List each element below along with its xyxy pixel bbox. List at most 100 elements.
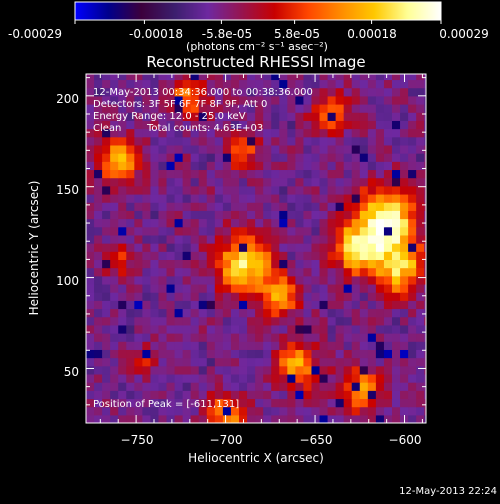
heatmap-cell — [416, 308, 425, 318]
heatmap-cell — [110, 177, 119, 187]
heatmap-cell — [295, 95, 305, 105]
heatmap-cell — [375, 398, 385, 408]
heatmap-cell — [367, 324, 377, 334]
heatmap-cell — [424, 349, 426, 359]
heatmap-cell — [230, 177, 240, 187]
heatmap-cell — [375, 177, 385, 187]
heatmap-cell — [383, 316, 393, 326]
heatmap-cell — [279, 333, 288, 342]
heatmap-cell — [416, 95, 425, 105]
plot-frame — [85, 73, 427, 424]
heatmap-cell — [255, 193, 264, 203]
heatmap-cell — [295, 406, 305, 416]
heatmap-cell — [287, 79, 296, 89]
heatmap-cell — [158, 341, 168, 350]
heatmap-cell — [198, 112, 208, 121]
heatmap-cell — [190, 74, 200, 81]
heatmap-cell — [295, 128, 305, 138]
heatmap-cell — [343, 251, 353, 261]
heatmap-cell — [174, 128, 184, 138]
heatmap-cell — [214, 398, 224, 408]
x-tick-label-3: −600 — [389, 433, 422, 447]
heatmap-cell — [367, 226, 377, 236]
heatmap-cell — [126, 398, 135, 408]
heatmap-cell — [303, 128, 313, 138]
heatmap-cell — [400, 406, 409, 416]
heatmap-cell — [174, 136, 184, 146]
heatmap-cell — [198, 79, 208, 89]
heatmap-cell — [263, 365, 272, 375]
heatmap-cell — [424, 120, 426, 130]
heatmap-cell — [230, 406, 240, 416]
heatmap-cell — [239, 226, 248, 236]
heatmap-cell — [375, 300, 385, 310]
heatmap-cell — [150, 136, 160, 146]
heatmap-cell — [94, 382, 103, 391]
heatmap-cell — [311, 365, 321, 375]
heatmap-cell — [367, 308, 377, 318]
heatmap-cell — [126, 349, 135, 359]
heatmap-cell — [214, 202, 224, 211]
heatmap-cell — [126, 210, 135, 220]
heatmap-cell — [416, 218, 425, 228]
heatmap-cell — [198, 267, 208, 277]
heatmap-cell — [142, 234, 152, 244]
heatmap-cell — [102, 136, 111, 146]
y-axis: 50 100 150 200 Heliocentric Y (arcsec) — [27, 92, 79, 379]
heatmap-cell — [214, 177, 224, 187]
heatmap-cell — [166, 177, 176, 187]
heatmap-cell — [110, 357, 119, 367]
heatmap-cell — [214, 87, 224, 97]
heatmap-cell — [198, 218, 208, 228]
heatmap-cell — [110, 267, 119, 277]
colorbar-unit-label: (photons cm⁻² s⁻¹ asec⁻²) — [186, 40, 328, 53]
heatmap-cell — [311, 120, 321, 130]
heatmap-cell — [174, 112, 184, 121]
heatmap-cell — [150, 218, 160, 228]
heatmap-cell — [295, 234, 305, 244]
heatmap-cell — [255, 292, 264, 301]
heatmap-cell — [359, 382, 369, 391]
heatmap-cell — [214, 308, 224, 318]
heatmap-cell — [383, 128, 393, 138]
heatmap-cell — [222, 144, 232, 154]
heatmap-cell — [271, 373, 280, 383]
heatmap-cell — [142, 390, 152, 400]
heatmap-cell — [110, 341, 119, 350]
heatmap-cell — [351, 169, 361, 179]
heatmap-cell — [408, 202, 417, 211]
heatmap-cell — [383, 333, 393, 342]
heatmap-cell — [392, 267, 401, 277]
heatmap-cell — [247, 161, 256, 171]
heatmap-cell — [392, 382, 401, 391]
heatmap-cell — [311, 185, 321, 195]
heatmap-cell — [351, 398, 361, 408]
heatmap-cell — [118, 185, 127, 195]
heatmap-cell — [158, 365, 168, 375]
heatmap-cell — [214, 390, 224, 400]
heatmap-cell — [94, 406, 103, 416]
heatmap-cell — [359, 243, 369, 252]
heatmap-cell — [255, 349, 264, 359]
heatmap-cell — [279, 349, 288, 359]
heatmap-cell — [343, 275, 353, 285]
heatmap-cell — [359, 79, 369, 89]
heatmap-cell — [351, 128, 361, 138]
heatmap-cell — [126, 283, 135, 293]
heatmap-cell — [327, 218, 337, 228]
heatmap-cell — [214, 267, 224, 277]
heatmap-cell — [102, 79, 111, 89]
heatmap-cell — [126, 177, 135, 187]
heatmap-cell — [271, 234, 280, 244]
heatmap-cell — [206, 365, 216, 375]
heatmap-cell — [158, 390, 168, 400]
heatmap-cell — [110, 112, 119, 121]
heatmap-cell — [110, 349, 119, 359]
heatmap-cell — [327, 185, 337, 195]
heatmap-cell — [375, 324, 385, 334]
heatmap-cell — [247, 234, 256, 244]
heatmap-cell — [150, 74, 160, 81]
heatmap-cell — [424, 153, 426, 162]
heatmap-cell — [279, 120, 288, 130]
heatmap-cell — [150, 349, 160, 359]
